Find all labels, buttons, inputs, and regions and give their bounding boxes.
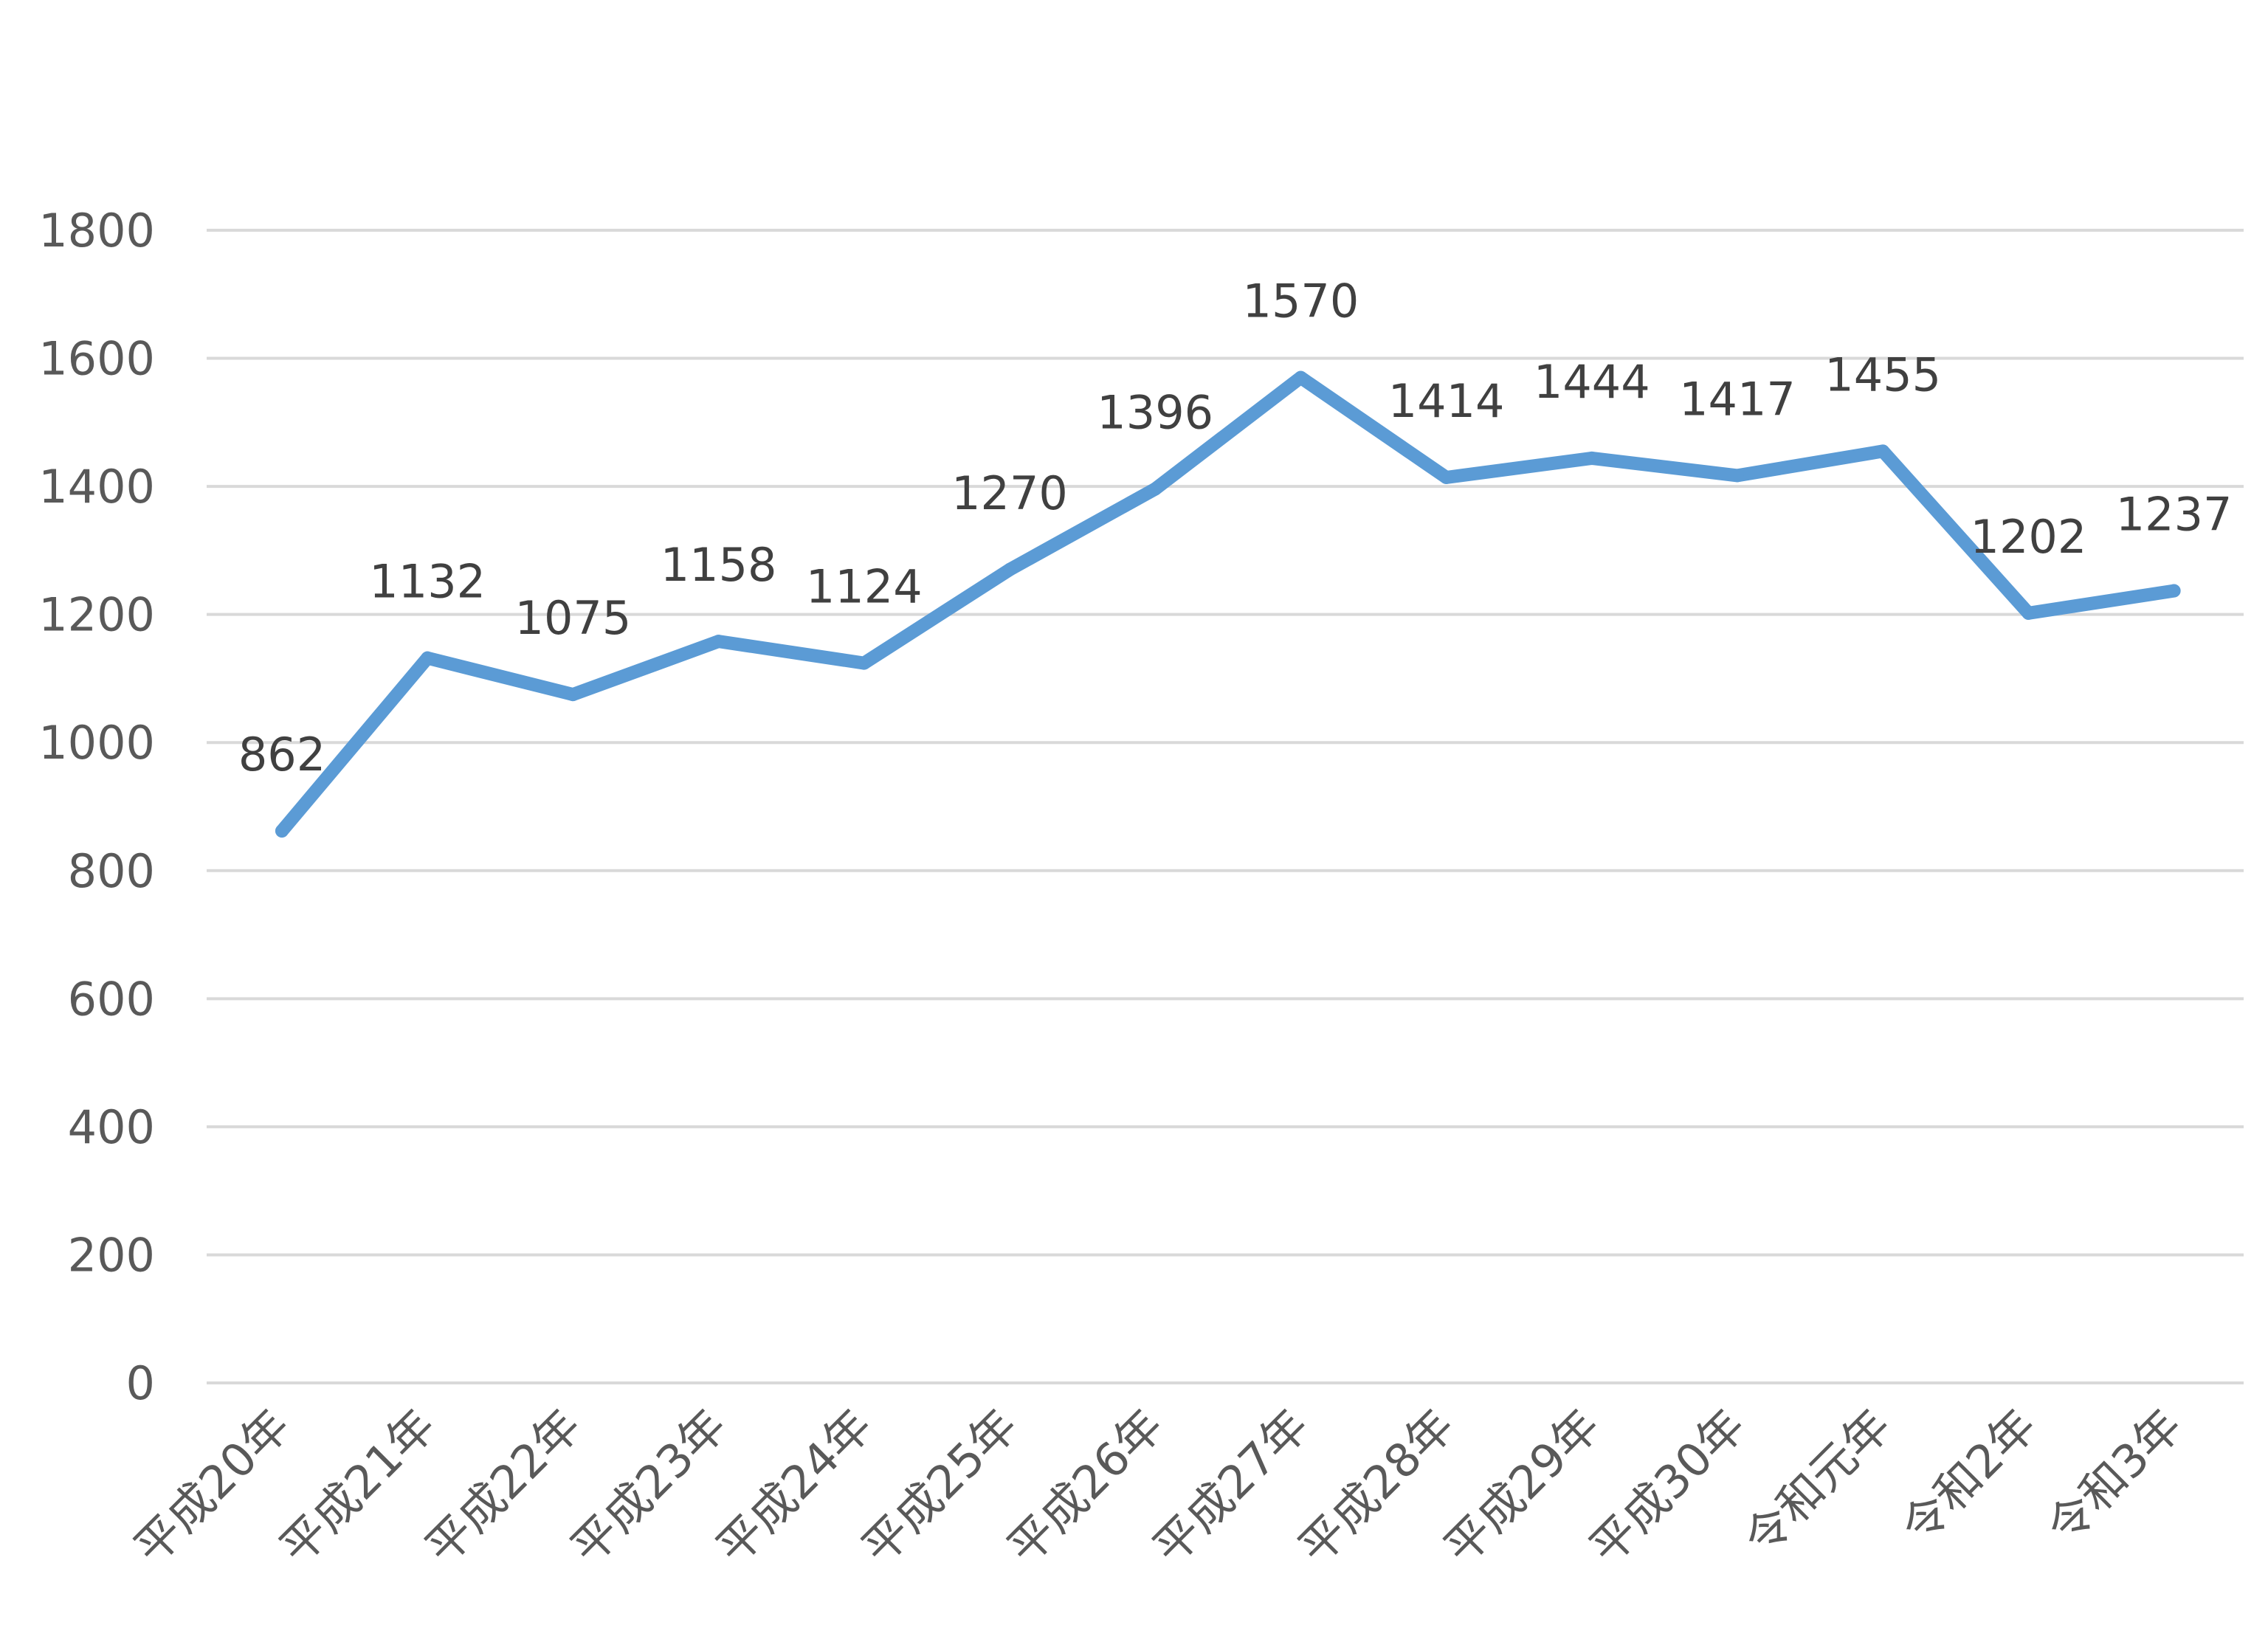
x-tick-label: 平成29年 [1433,1398,1610,1575]
x-tick-label: 平成30年 [1579,1398,1756,1575]
y-tick-label: 1600 [38,332,155,386]
data-label: 862 [238,728,325,781]
gridlines [207,229,2244,1384]
x-tick-label: 平成21年 [269,1398,446,1575]
data-label: 1158 [661,538,777,592]
x-tick-label: 平成26年 [997,1398,1173,1575]
data-point [275,824,289,838]
y-tick-label: 1000 [38,716,155,770]
data-label: 1444 [1534,355,1650,409]
y-tick-label: 1400 [38,460,155,514]
data-label: 1414 [1388,374,1505,428]
data-label: 1417 [1679,372,1796,426]
data-label: 1570 [1243,275,1359,328]
x-tick-label: 令和3年 [2036,1398,2192,1554]
data-label: 1270 [951,466,1068,520]
y-tick-label: 0 [126,1356,155,1410]
data-label: 1132 [369,555,486,609]
x-tick-label: 令和2年 [1891,1398,2047,1554]
y-tick-label: 200 [68,1228,155,1282]
data-point [1148,482,1162,496]
y-tick-label: 800 [68,844,155,898]
data-point [421,651,435,665]
data-label: 1075 [515,591,632,645]
x-tick-label: 令和元年 [1734,1398,1901,1566]
data-label: 1202 [1971,510,2087,564]
x-tick-label: 平成27年 [1142,1398,1319,1575]
data-point [1294,370,1308,384]
x-tick-label: 平成20年 [124,1398,300,1575]
data-labels: 862 1132 1075 1158 1124 1270 1396 1570 1414 1444 1… [238,275,2233,781]
x-tick-label: 平成28年 [1288,1398,1464,1575]
x-tick-label: 平成23年 [560,1398,737,1575]
data-point [2021,606,2036,620]
data-label: 1124 [806,560,923,614]
x-tick-label: 平成22年 [415,1398,591,1575]
x-axis: 平成20年平成21年平成22年平成23年平成24年平成25年平成26年平成27年… [124,1398,2193,1575]
data-point [857,656,871,670]
data-label: 1455 [1824,348,1941,401]
series-line-0 [275,370,2181,838]
x-tick-label: 平成24年 [706,1398,882,1575]
y-tick-label: 1200 [38,588,155,642]
y-tick-label: 400 [68,1100,155,1154]
y-tick-label: 600 [68,972,155,1026]
data-point [1731,469,1744,483]
y-tick-label: 1800 [38,204,155,258]
data-point [711,635,725,649]
data-label: 1396 [1097,386,1213,440]
y-axis: 0 200 400 600 800 1000 1200 1400 1600 1800 [38,204,155,1410]
data-point [1585,451,1599,465]
x-tick-label: 平成25年 [852,1398,1028,1575]
data-point [1439,470,1453,484]
data-point [1876,444,1890,458]
data-point [566,688,580,702]
data-point [1003,562,1016,576]
data-point [2167,584,2181,598]
data-label: 1237 [2116,488,2233,542]
series-group [275,370,2181,838]
